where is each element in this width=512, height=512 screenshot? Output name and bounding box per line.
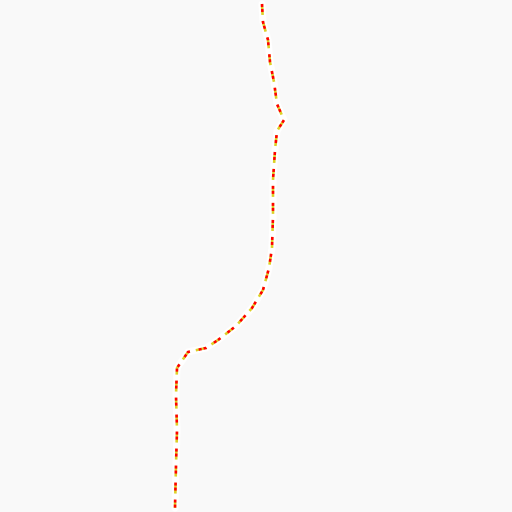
boundary-line xyxy=(171,0,288,512)
boundary-line-dashes xyxy=(173,3,286,509)
